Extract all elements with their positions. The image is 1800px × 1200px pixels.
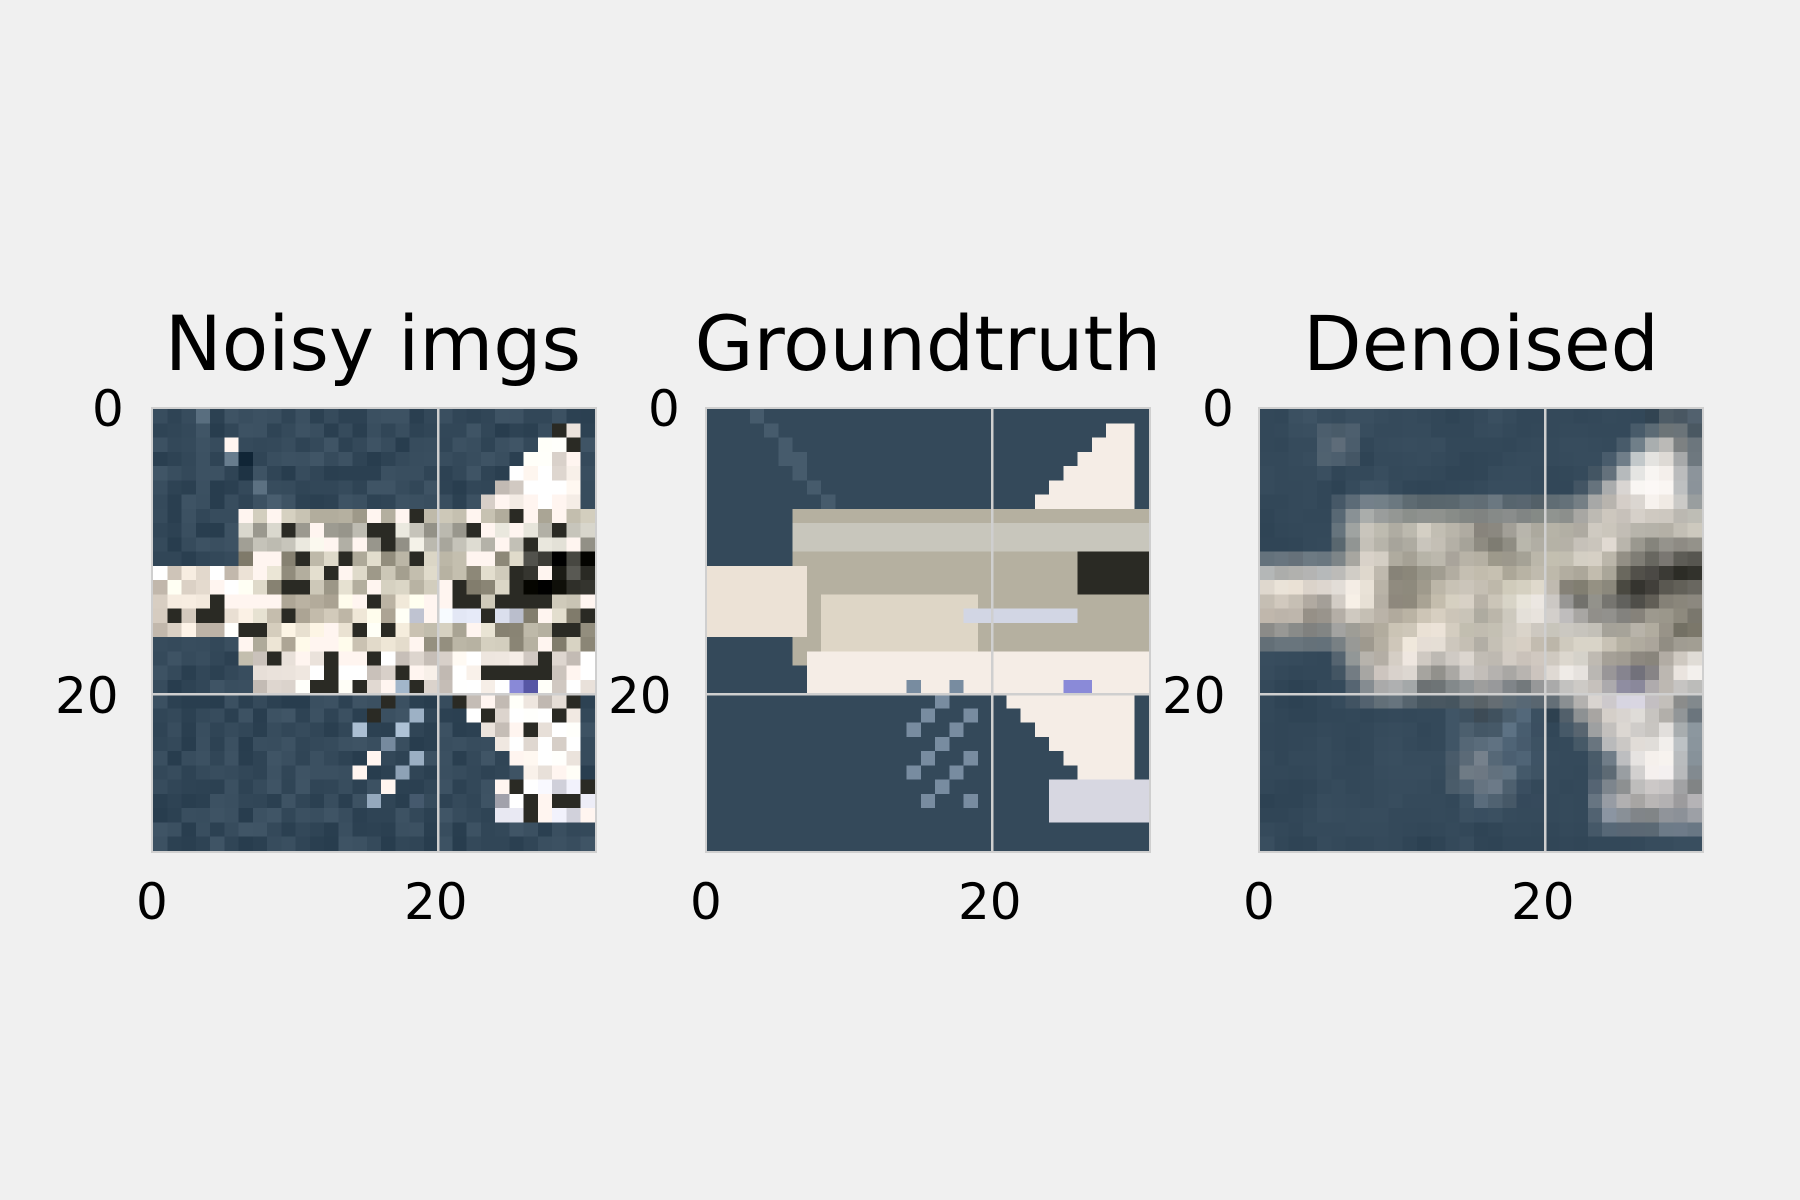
- panel-title-groundtruth: Groundtruth: [694, 299, 1162, 388]
- image-axes-noisy: [151, 407, 597, 853]
- y-tick-20-groundtruth: 20: [608, 667, 672, 725]
- x-tick-20-noisy: 20: [404, 873, 468, 931]
- y-tick-20-denoised: 20: [1162, 667, 1226, 725]
- image-denoised: [1260, 409, 1702, 851]
- x-tick-20-denoised: 20: [1511, 873, 1575, 931]
- y-tick-0-groundtruth: 0: [648, 380, 680, 438]
- panel-title-noisy: Noisy imgs: [164, 299, 582, 388]
- x-tick-0-groundtruth: 0: [690, 873, 722, 931]
- image-groundtruth: [707, 409, 1149, 851]
- y-tick-0-denoised: 0: [1202, 380, 1234, 438]
- image-axes-groundtruth: [705, 407, 1151, 853]
- x-tick-0-denoised: 0: [1243, 873, 1275, 931]
- image-axes-denoised: [1258, 407, 1704, 853]
- y-tick-20-noisy: 20: [55, 667, 119, 725]
- image-noisy: [153, 409, 595, 851]
- x-tick-0-noisy: 0: [136, 873, 168, 931]
- y-tick-0-noisy: 0: [92, 380, 124, 438]
- panel-title-denoised: Denoised: [1303, 299, 1659, 388]
- x-tick-20-groundtruth: 20: [958, 873, 1022, 931]
